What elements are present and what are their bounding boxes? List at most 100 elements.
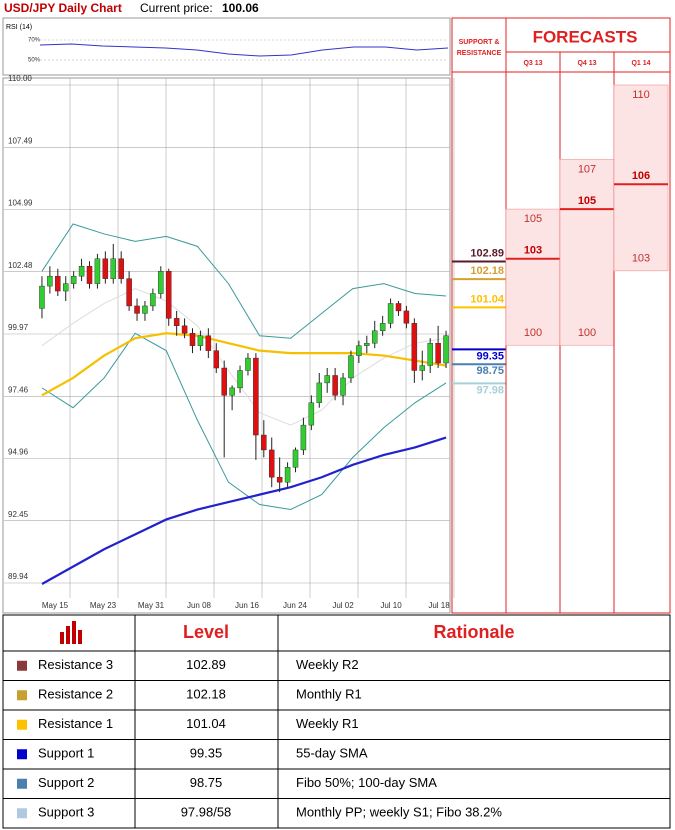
sr-header: SUPPORT & (459, 39, 500, 46)
y-tick-label: 107.49 (8, 136, 33, 145)
forecast-mid-label: 106 (632, 170, 650, 182)
sr-header: RESISTANCE (457, 50, 502, 57)
candle-body (292, 449, 299, 468)
swatch (17, 719, 27, 730)
row-level: 102.18 (186, 687, 226, 702)
forecast-range (613, 84, 669, 272)
candle-body (356, 345, 362, 356)
level-label: 98.75 (476, 365, 504, 377)
forecast-high: 110 (632, 89, 650, 101)
forecast-mid-label: 103 (524, 245, 542, 257)
forecast-high: 105 (524, 213, 542, 225)
candle-body (300, 424, 307, 451)
y-tick-label: 89.94 (8, 572, 29, 581)
rsi-tick-label: 50% (28, 58, 41, 64)
candle-body (39, 285, 45, 309)
candle-body (379, 323, 386, 331)
y-tick-label: 94.96 (8, 447, 29, 456)
x-tick-label: May 23 (90, 601, 117, 610)
candle-body (364, 342, 370, 346)
indicator-line (41, 223, 447, 339)
table-frame (2, 614, 671, 829)
candle-body (142, 305, 148, 314)
level-label: 101.04 (470, 293, 505, 305)
candle-body (419, 365, 426, 371)
swatch (17, 808, 27, 819)
candle-body (181, 325, 188, 334)
x-tick-label: Jun 24 (283, 601, 308, 610)
candle-body (284, 467, 291, 483)
forecast-range (559, 159, 615, 346)
swatch (17, 690, 27, 701)
chart-frame (2, 77, 451, 614)
candle-body (427, 342, 433, 366)
candle-body (332, 375, 338, 396)
candle-body (395, 303, 402, 312)
row-level: 101.04 (186, 716, 226, 731)
row-level: 102.89 (186, 657, 226, 672)
candle-body (86, 266, 93, 284)
table-header: Level (183, 622, 229, 642)
candle-body (189, 333, 196, 346)
rsi-frame (2, 17, 451, 76)
forecast-frame (451, 17, 671, 614)
level-label: 102.89 (470, 247, 504, 259)
indicator-line (41, 288, 447, 426)
x-tick-label: Jul 02 (332, 601, 354, 610)
column-label: Q4 13 (577, 60, 596, 67)
candle-body (371, 330, 378, 344)
row-name: Resistance 3 (38, 657, 113, 672)
indicator-line (41, 332, 447, 397)
candle-body (78, 266, 85, 277)
candle-body (110, 258, 117, 279)
candle-body (324, 375, 330, 384)
row-rationale: Weekly R1 (296, 716, 359, 731)
forecast-high: 107 (578, 163, 596, 175)
row-rationale: Fibo 50%; 100-day SMA (296, 775, 437, 790)
row-name: Resistance 1 (38, 716, 113, 731)
swatch (17, 778, 27, 789)
level-label: 99.35 (476, 350, 504, 362)
level-label: 102.18 (470, 265, 504, 277)
level-label: 97.98 (476, 384, 504, 396)
x-tick-label: Jun 16 (235, 601, 260, 610)
indicator-line (41, 332, 447, 511)
candle-body (102, 258, 109, 279)
candle-body (253, 357, 259, 436)
row-level: 98.75 (190, 775, 223, 790)
forecast-range (505, 208, 561, 346)
x-tick-label: Jul 10 (380, 601, 402, 610)
candle-body (411, 323, 418, 371)
candle-body (435, 342, 441, 364)
swatch (17, 660, 27, 671)
row-rationale: 55-day SMA (296, 746, 368, 761)
row-level: 97.98/58 (181, 805, 232, 820)
y-tick-label: 104.99 (8, 198, 33, 207)
forecast-low: 100 (524, 327, 542, 339)
candle-body (62, 283, 69, 292)
candle-body (221, 367, 227, 396)
row-name: Resistance 2 (38, 687, 113, 702)
candle-body (316, 382, 323, 403)
table-header: Rationale (433, 622, 514, 642)
column-label: Q1 14 (631, 60, 650, 67)
candle-body (213, 350, 220, 369)
candle-body (94, 258, 101, 284)
candle-body (55, 275, 61, 292)
candle-body (205, 335, 212, 351)
candle-body (261, 434, 267, 451)
swatch (17, 749, 27, 760)
row-rationale: Weekly R2 (296, 657, 359, 672)
candle-body (403, 310, 410, 324)
candle-body (47, 275, 53, 287)
rsi-tick-label: 70% (28, 38, 41, 44)
candle-body (134, 305, 140, 314)
candle-body (348, 355, 354, 379)
forecast-low: 100 (578, 327, 596, 339)
row-rationale: Monthly PP; weekly S1; Fibo 38.2% (296, 805, 502, 820)
forecast-low: 103 (632, 253, 650, 265)
candle-body (229, 387, 235, 396)
rsi-line (39, 43, 449, 57)
candle-body (308, 402, 315, 426)
